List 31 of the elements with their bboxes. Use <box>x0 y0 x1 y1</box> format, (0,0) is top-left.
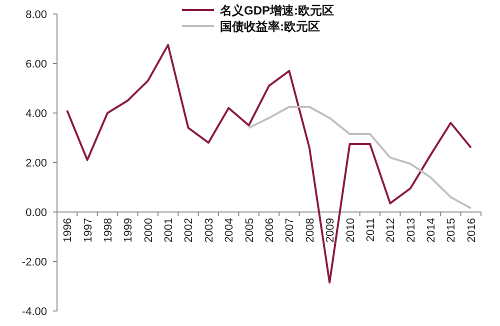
x-tick-label: 2009 <box>324 218 337 242</box>
x-tick-label: 2008 <box>304 218 316 242</box>
x-tick-label: 2005 <box>244 218 256 242</box>
x-tick-label: 1998 <box>102 218 114 242</box>
x-tick-label: 2000 <box>142 218 155 242</box>
x-tick-label: 1999 <box>122 218 135 242</box>
x-tick-label: 1996 <box>62 218 74 242</box>
x-tick-label: 2003 <box>203 218 216 242</box>
x-tick-label: 2016 <box>466 218 478 242</box>
x-tick-label: 2004 <box>224 218 236 242</box>
legend-label: 国债收益率:欧元区 <box>220 20 320 34</box>
x-tick-label: 2006 <box>264 218 276 242</box>
x-tick-label: 2002 <box>183 218 196 242</box>
x-tick-label: 2010 <box>344 218 357 242</box>
y-tick-label: 8.00 <box>26 9 47 21</box>
legend-label: 名义GDP增速:欧元区 <box>219 4 334 18</box>
x-tick-label: 2015 <box>446 218 458 242</box>
y-tick-label: 4.00 <box>26 108 47 120</box>
x-tick-label: 2007 <box>284 218 296 242</box>
y-tick-label: 0.00 <box>26 207 47 219</box>
x-tick-label: 2013 <box>405 218 418 242</box>
x-tick-label: 2011 <box>364 218 377 242</box>
x-tick-label: 2014 <box>426 218 438 242</box>
y-tick-label: 6.00 <box>26 58 47 70</box>
y-tick-label: -4.00 <box>22 306 47 318</box>
y-tick-label: -2.00 <box>22 256 47 268</box>
line-series <box>248 106 472 210</box>
x-tick-label: 1997 <box>82 218 94 242</box>
x-tick-label: 2012 <box>385 218 398 242</box>
y-tick-label: 2.00 <box>26 158 47 170</box>
x-tick-label: 2001 <box>163 218 176 242</box>
